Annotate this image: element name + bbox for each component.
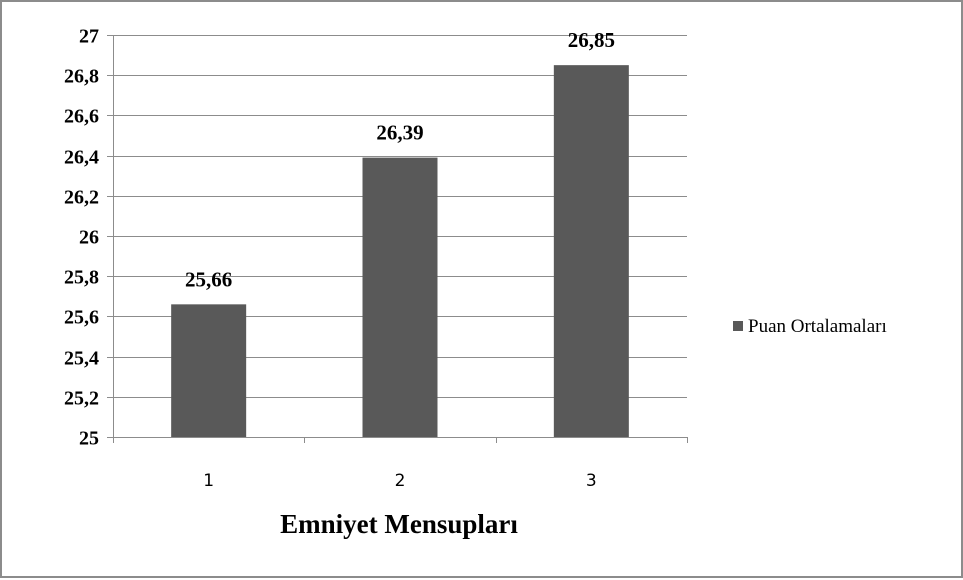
y-tick-label: 25,8 <box>64 267 99 289</box>
bars <box>171 65 629 438</box>
x-axis-title: Emniyet Mensupları <box>280 509 518 539</box>
x-tick-label: 1 <box>203 471 214 491</box>
bar-2 <box>362 157 438 438</box>
y-tick-label: 26,6 <box>64 106 99 128</box>
x-tick-labels: 1 2 3 <box>203 471 596 491</box>
x-tick-label: 3 <box>586 471 597 491</box>
x-tick-label: 2 <box>395 471 406 491</box>
y-tick-label: 26,8 <box>64 66 99 88</box>
y-tick-label: 25,6 <box>64 307 99 329</box>
data-labels: 25,66 26,39 26,85 <box>185 28 615 291</box>
legend-swatch <box>733 321 743 331</box>
y-tick-label: 27 <box>79 26 99 48</box>
y-tick-label: 25,4 <box>64 348 99 370</box>
legend-label: Puan Ortalamaları <box>748 316 887 337</box>
legend: Puan Ortalamaları <box>733 316 887 337</box>
data-label: 26,39 <box>376 121 423 145</box>
y-tick-labels: 25 25,2 25,4 25,6 25,8 26 26,2 26,4 26,6 26,8 27 <box>64 26 99 450</box>
bar-1 <box>171 304 247 437</box>
y-tick-label: 26,2 <box>64 187 99 209</box>
y-tick-label: 25,2 <box>64 388 99 410</box>
data-label: 26,85 <box>568 28 615 52</box>
data-label: 25,66 <box>185 267 232 291</box>
axes <box>107 35 688 443</box>
bar-3 <box>553 65 629 438</box>
y-tick-label: 25 <box>79 428 99 450</box>
y-tick-label: 26 <box>79 227 99 249</box>
y-tick-label: 26,4 <box>64 147 99 169</box>
